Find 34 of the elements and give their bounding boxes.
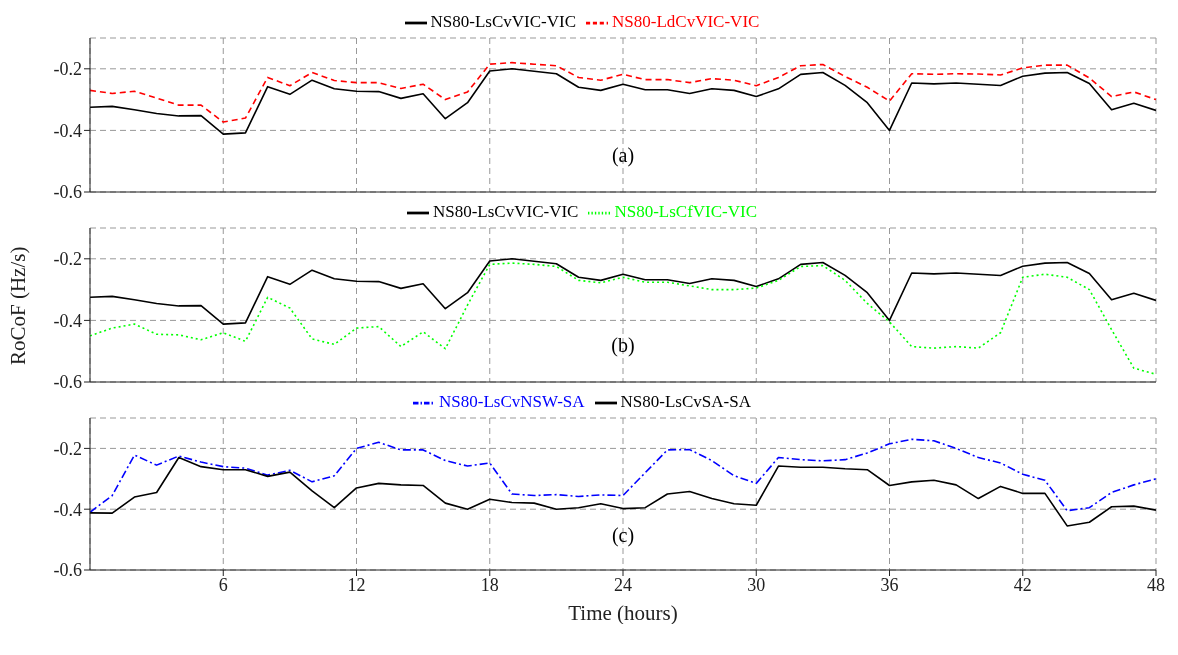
y-tick-label: -0.6 xyxy=(53,372,82,393)
line-series xyxy=(90,262,1156,376)
x-axis-title: Time (hours) xyxy=(568,601,678,625)
line-series xyxy=(90,456,1156,527)
y-tick-label: -0.4 xyxy=(53,120,82,141)
annotation: (a) xyxy=(610,144,636,167)
y-tick-label: -0.2 xyxy=(53,59,82,80)
line-series xyxy=(90,61,1156,123)
x-tick-label: 12 xyxy=(347,574,366,595)
y-tick-label: -0.4 xyxy=(53,499,82,520)
x-tick-label: 36 xyxy=(880,574,899,595)
y-tick-label: -0.4 xyxy=(53,310,82,331)
x-tick-label: 24 xyxy=(614,574,632,595)
x-tick-label: 30 xyxy=(747,574,766,595)
y-tick-label: -0.2 xyxy=(53,249,82,270)
x-tick-label: 18 xyxy=(480,574,499,595)
line-series xyxy=(90,438,1156,514)
legend-label: NS80-LdCvVIC-VIC xyxy=(612,12,760,31)
annotation: (c) xyxy=(610,524,636,547)
y-tick-label: -0.6 xyxy=(53,560,82,581)
legend-label: NS80-LsCvVIC-VIC xyxy=(432,202,579,221)
line-series xyxy=(90,68,1156,135)
x-tick-label: 48 xyxy=(1147,574,1165,595)
legend-label: NS80-LsCvSA-SA xyxy=(620,392,751,411)
x-tick-label: 42 xyxy=(1013,574,1032,595)
legend-label: NS80-LsCvVIC-VIC xyxy=(430,12,577,31)
x-tick-label: 6 xyxy=(218,574,228,595)
y-tick-label: -0.2 xyxy=(53,438,82,459)
legend-label: NS80-LsCfVIC-VIC xyxy=(614,202,758,221)
line-series xyxy=(90,258,1156,325)
legend-label: NS80-LsCvNSW-SA xyxy=(439,392,585,411)
annotation: (b) xyxy=(610,334,636,357)
y-axis-title: RoCoF (Hz/s) xyxy=(6,246,31,365)
y-tick-label: -0.6 xyxy=(53,182,82,203)
